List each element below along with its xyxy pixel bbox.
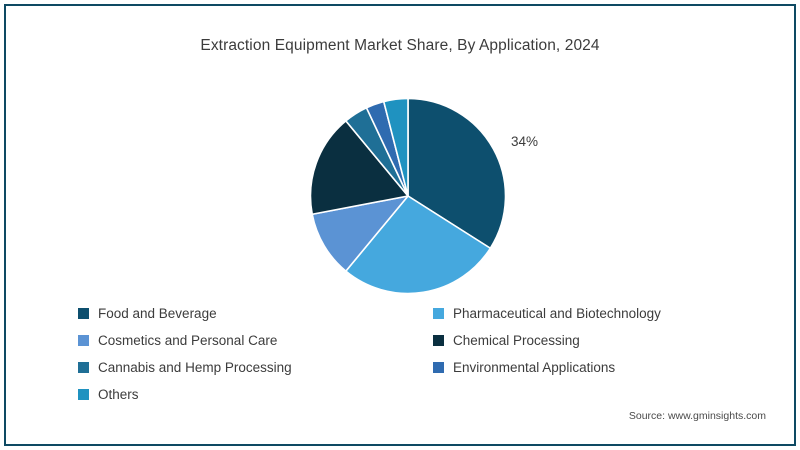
pie-slice [345,195,492,294]
source-attribution: Source: www.gminsights.com [628,410,766,422]
legend-item[interactable]: Others [78,381,433,408]
legend-item-label: Pharmaceutical and Biotechnology [453,305,661,321]
legend-color-swatch [78,389,89,400]
pie-chart [310,98,506,294]
pie-slice [311,195,409,272]
legend-color-swatch [78,308,89,319]
legend-item[interactable]: Chemical Processing [433,327,738,354]
legend: Food and Beverage Pharmaceutical and Biot… [78,300,738,408]
legend-item-label: Chemical Processing [453,332,580,348]
page-title: Extraction Equipment Market Share, By Ap… [200,37,600,54]
legend-row: Cosmetics and Personal Care Chemical Proc… [78,327,738,354]
legend-color-swatch [433,335,444,346]
legend-item[interactable]: Cosmetics and Personal Care [78,327,433,354]
pie-slice [310,120,409,216]
legend-color-swatch [433,308,444,319]
legend-row: Others [78,381,738,408]
pie-slice [382,98,409,197]
legend-item-label: Food and Beverage [98,305,217,321]
legend-item[interactable]: Food and Beverage [78,300,433,327]
legend-item[interactable]: Pharmaceutical and Biotechnology [433,300,738,327]
legend-item[interactable]: Environmental Applications [433,354,738,381]
legend-item-label: Cosmetics and Personal Care [98,332,278,348]
legend-item[interactable]: Cannabis and Hemp Processing [78,354,433,381]
legend-item-label: Cannabis and Hemp Processing [98,359,292,375]
chart-frame: Extraction Equipment Market Share, By Ap… [4,4,796,446]
legend-item-label: Others [98,386,139,402]
legend-color-swatch [78,362,89,373]
legend-color-swatch [78,335,89,346]
legend-row: Cannabis and Hemp Processing Environmenta… [78,354,738,381]
pie-slice-value-label: 34% [511,134,539,149]
legend-row: Food and Beverage Pharmaceutical and Biot… [78,300,738,327]
pie-slice-group [310,98,506,294]
legend-item-label: Environmental Applications [453,359,616,375]
legend-color-swatch [433,362,444,373]
pie-chart-svg [310,98,506,294]
